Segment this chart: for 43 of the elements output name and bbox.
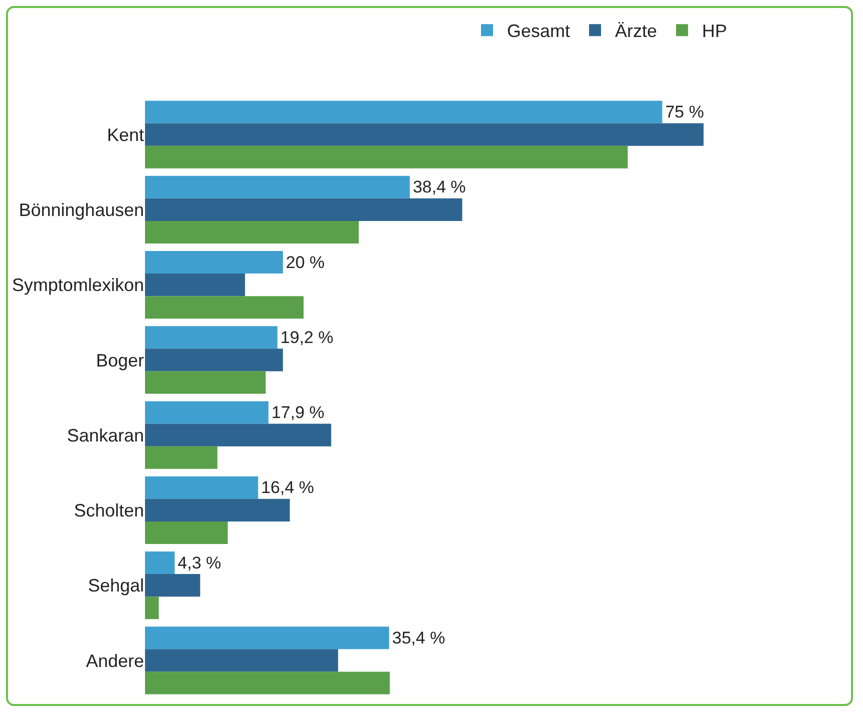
y-tick-label: Andere	[86, 650, 144, 671]
y-tick-label: Kent	[106, 124, 144, 145]
bar	[145, 371, 266, 394]
bar	[145, 274, 245, 296]
bar	[145, 326, 278, 349]
y-tick-label: Sankaran	[66, 425, 144, 446]
legend-label: Gesamt	[507, 21, 570, 42]
bar	[145, 574, 200, 597]
data-label: 35,4 %	[392, 628, 446, 648]
y-tick-label: Boger	[96, 350, 144, 370]
legend-label: HP	[702, 21, 728, 42]
bar	[145, 146, 628, 168]
bar	[145, 123, 704, 146]
bar	[145, 100, 662, 124]
data-label: 19,2 %	[280, 328, 334, 347]
bar	[145, 424, 332, 446]
bar	[145, 198, 462, 221]
data-label: 16,4 %	[261, 478, 314, 498]
bar	[145, 348, 283, 372]
y-tick-label: Bönninghausen	[18, 200, 144, 220]
bar	[145, 672, 390, 694]
data-label: 38,4 %	[412, 178, 466, 197]
legend-label: Ärzte	[615, 21, 658, 42]
y-tick-label: Scholten	[74, 500, 144, 520]
bar	[145, 596, 159, 620]
data-label: 75 %	[665, 102, 704, 122]
bar	[145, 401, 268, 424]
y-tick-label: Sehgal	[88, 576, 144, 596]
data-label: 4,3 %	[178, 553, 222, 572]
bar	[145, 251, 283, 274]
y-tick-label: Symptomlexikon	[12, 275, 144, 296]
bar	[145, 521, 228, 544]
bar	[145, 176, 410, 198]
bar	[145, 498, 290, 522]
bar	[145, 649, 338, 672]
bar	[145, 626, 390, 650]
bar	[145, 220, 359, 244]
bar	[145, 296, 304, 319]
bar	[145, 476, 258, 499]
bar	[145, 446, 218, 469]
bar	[145, 552, 175, 574]
data-label: 20 %	[286, 252, 325, 272]
data-label: 17,9 %	[271, 403, 324, 422]
